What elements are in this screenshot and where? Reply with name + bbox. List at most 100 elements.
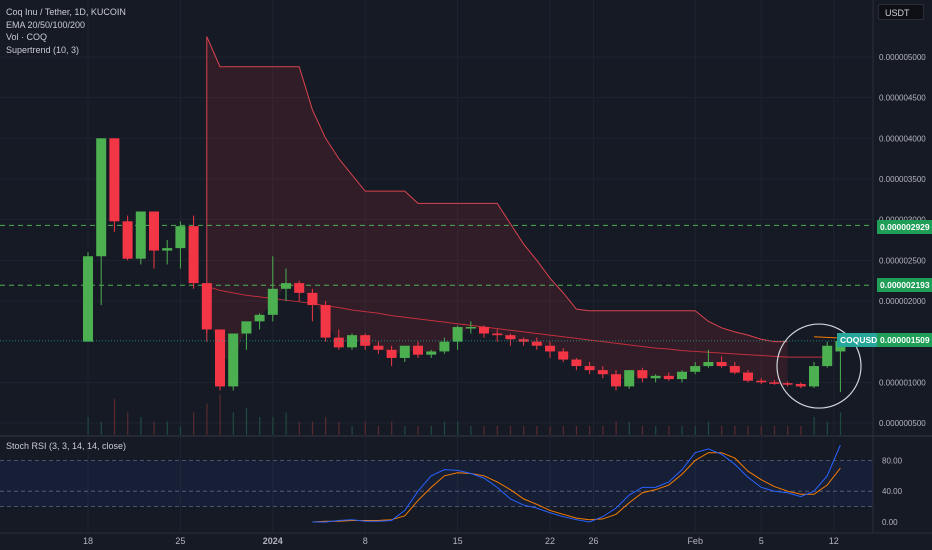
volume-bar (259, 417, 261, 435)
candle (188, 215, 199, 289)
volume-bar (641, 426, 644, 435)
price-tick-label: 0.000001000 (879, 378, 926, 387)
candle (663, 372, 674, 381)
candle-body (624, 370, 635, 387)
candle (215, 329, 225, 391)
currency-unit-button[interactable]: USDT (878, 4, 924, 20)
candle-body (597, 370, 608, 375)
candle-body (149, 211, 159, 251)
volume-bar (681, 426, 683, 435)
volume-bar (509, 426, 512, 435)
candle-body (637, 370, 648, 379)
candle (228, 333, 239, 391)
candle (294, 280, 305, 301)
candle-body (452, 327, 463, 342)
candle-body (83, 256, 93, 342)
ema-indicator-label[interactable]: EMA 20/50/100/200 (6, 19, 86, 30)
candle-body (809, 366, 819, 387)
candle (386, 345, 397, 367)
candle-body (584, 366, 595, 371)
candle-body (267, 288, 278, 315)
candle-body (439, 341, 450, 352)
volume-bar (773, 426, 776, 435)
volume-bar (219, 394, 221, 435)
time-tick-label: 12 (829, 536, 839, 546)
stoch-rsi-d-line (312, 452, 841, 523)
candle-body (307, 292, 318, 306)
stoch-rsi-label[interactable]: Stoch RSI (3, 3, 14, 14, close) (6, 441, 127, 451)
candle-body (650, 375, 661, 379)
candle-body (716, 362, 727, 367)
candle (690, 362, 701, 375)
candle (175, 221, 186, 269)
candle (703, 349, 714, 368)
candle (307, 288, 318, 322)
candle (756, 378, 767, 384)
candle (439, 337, 450, 354)
volume-bars (87, 394, 842, 435)
candle (624, 370, 635, 389)
rsi-band-fill (0, 460, 873, 507)
chart-legend: Coq Inu / Tether, 1D, KUCOIN EMA 20/50/1… (6, 6, 126, 56)
rsi-tick-label: 40.00 (882, 487, 903, 496)
volume-bar (443, 421, 446, 435)
candle-body (822, 345, 833, 367)
candle-body (399, 345, 410, 358)
candle (96, 138, 107, 306)
candle (413, 341, 423, 358)
volume-bar (404, 426, 406, 435)
candle-body (492, 333, 503, 336)
candle (479, 325, 489, 338)
chart-title[interactable]: Coq Inu / Tether, 1D, KUCOIN (6, 7, 126, 17)
candle (729, 362, 740, 375)
candle (650, 374, 661, 383)
volume-bar (166, 421, 168, 435)
rsi-pane-bg (0, 437, 873, 533)
volume-bar (470, 426, 472, 435)
price-tick-label: 0.000004000 (879, 134, 926, 143)
volume-bar (351, 426, 353, 435)
price-tick-label: 0.000002000 (879, 297, 926, 306)
candle-body (162, 248, 173, 251)
candle-body (135, 211, 146, 259)
level-high-label: 0.000002929 (877, 220, 932, 234)
volume-bar (364, 421, 366, 435)
candle (254, 313, 265, 330)
candle-body (743, 372, 753, 381)
candle (122, 215, 133, 261)
volume-bar (325, 417, 327, 435)
volume-bar (100, 421, 102, 435)
candle-body (333, 337, 344, 348)
candle (611, 370, 621, 391)
volume-bar (430, 426, 432, 435)
time-tick-label: 15 (453, 536, 463, 546)
volume-bar (602, 426, 604, 435)
candle (584, 362, 595, 375)
volume-indicator-label[interactable]: Vol · COQ (6, 32, 48, 42)
candle (162, 239, 173, 265)
volume-bar (113, 399, 116, 435)
current-price-label: 0.000001509 (877, 333, 932, 347)
volume-bar (338, 421, 340, 435)
candle-body (663, 375, 674, 380)
volume-bar (800, 426, 802, 435)
candle-body (109, 138, 120, 222)
candle (597, 366, 608, 379)
candle (135, 211, 146, 265)
candle-body (175, 226, 186, 249)
candle-body (228, 333, 239, 387)
supertrend-indicator-label[interactable]: Supertrend (10, 3) (6, 44, 80, 55)
candle (333, 329, 344, 350)
price-tick-label: 0.000003500 (879, 175, 926, 184)
volume-bar (457, 421, 459, 435)
candle (149, 211, 159, 269)
price-tick-label: 0.000002500 (879, 256, 926, 265)
volume-bar (668, 426, 670, 435)
time-tick-label: 26 (589, 536, 599, 546)
candle (822, 341, 833, 368)
volume-bar (628, 421, 630, 435)
volume-bar (483, 426, 485, 435)
candle-body (294, 283, 305, 293)
